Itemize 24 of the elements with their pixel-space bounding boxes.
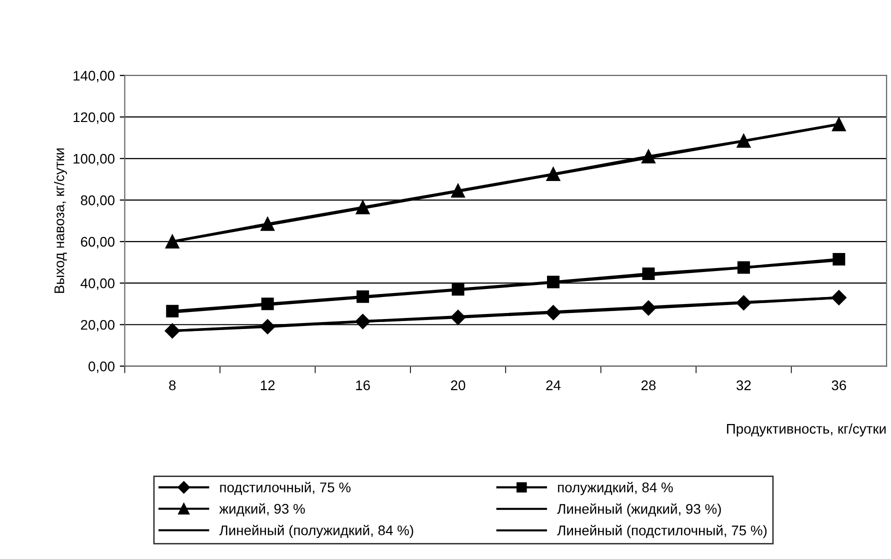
y-tick-label: 60,00 [80,236,114,248]
x-tick-label: 28 [641,380,656,390]
x-tick-label: 16 [356,380,370,390]
y-tick-label: 120,00 [74,112,114,124]
legend-label: Линейный (жидкий, 93 %) [557,503,721,517]
y-tick-label: 20,00 [80,320,114,332]
x-axis-title: Продуктивность, кг/сутки [727,424,886,436]
legend-label: Линейный (полужидкий, 84 %) [219,524,414,538]
x-tick-label: 20 [451,380,466,390]
y-tick-label: 80,00 [80,195,114,207]
legend-label: жидкий, 93 % [219,503,305,516]
legend-label: Линейный (подстилочный, 75 %) [557,524,767,538]
x-tick-label: 32 [736,380,751,390]
y-tick-label: 0,00 [88,361,114,373]
x-tick-label: 36 [832,380,846,390]
legend-label: подстилочный, 75 % [220,482,351,495]
x-tick-label: 8 [169,380,176,390]
y-tick-label: 140,00 [74,70,114,82]
legend-label: полужидкий, 84 % [558,482,673,496]
y-tick-label: 40,00 [80,278,114,290]
y-axis-title: Выход навоза, кг/сутки [54,148,67,293]
x-tick-label: 12 [260,380,275,390]
y-tick-label: 100,00 [74,154,114,166]
x-tick-label: 24 [546,380,561,390]
